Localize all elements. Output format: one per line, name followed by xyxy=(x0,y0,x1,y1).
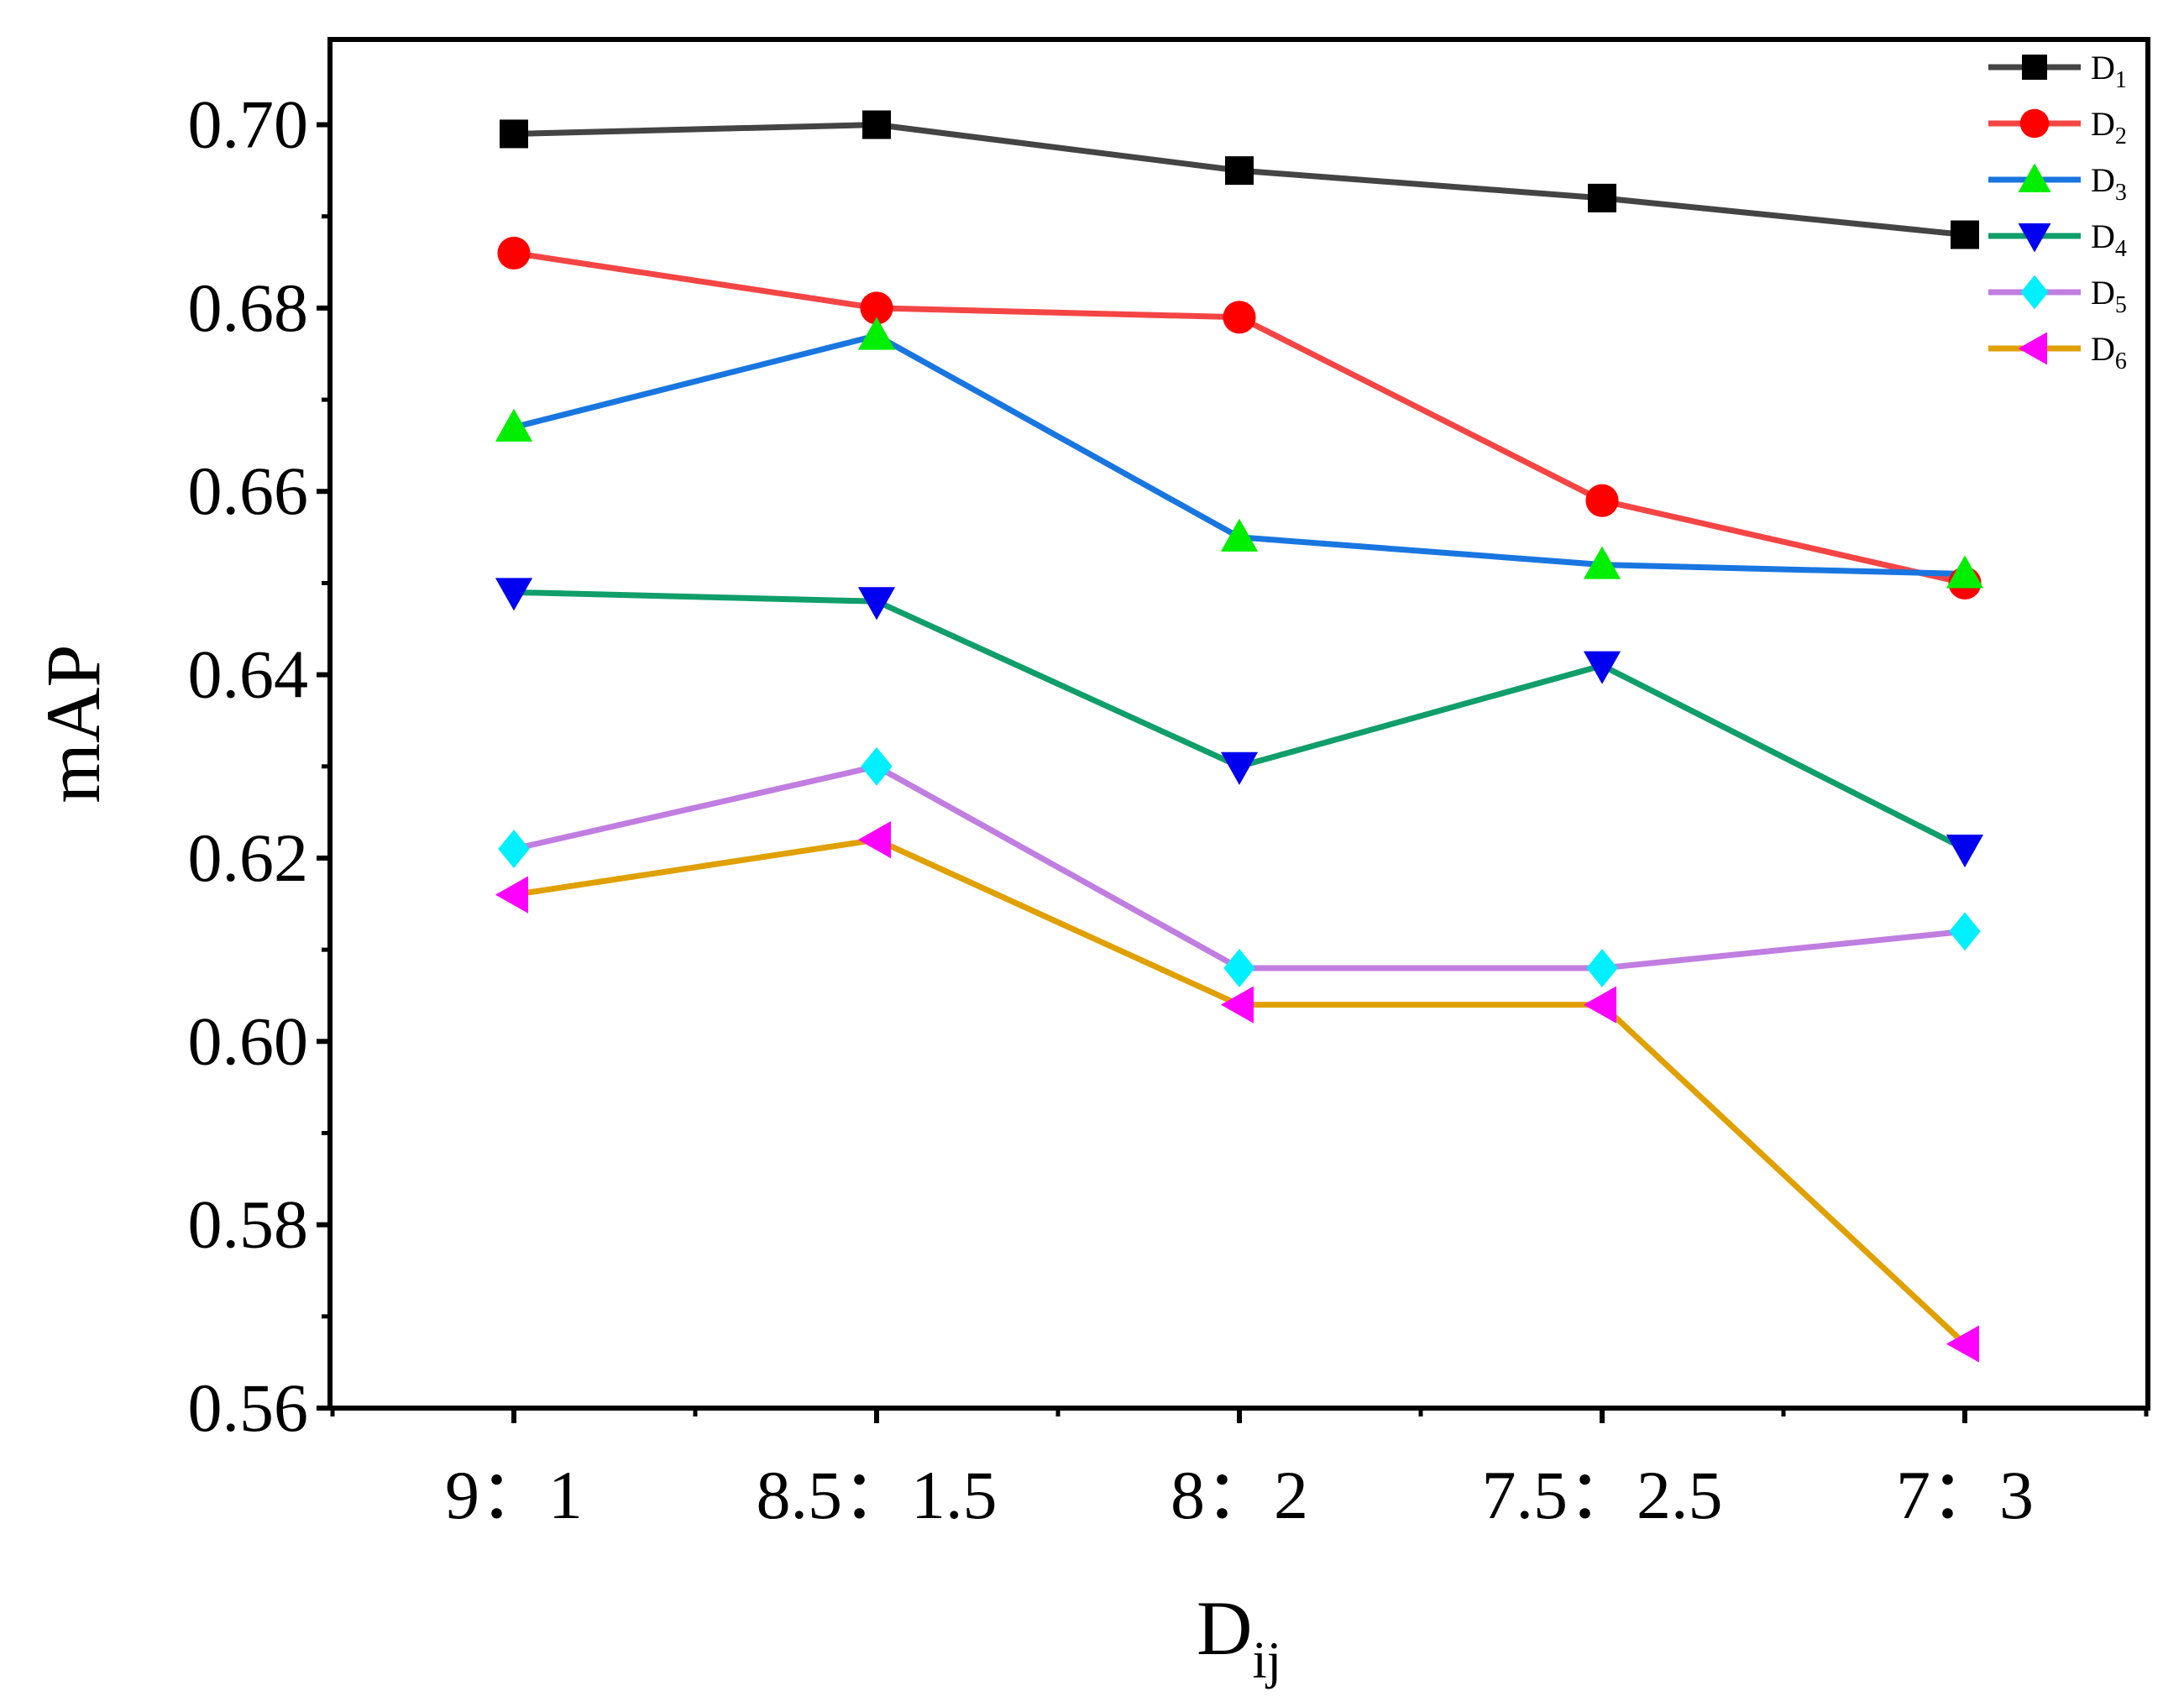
legend-label: D1 xyxy=(2091,49,2127,93)
x-tick-label: 9：1 xyxy=(445,1457,583,1533)
data-point-d6 xyxy=(1220,986,1254,1024)
y-tick-label: 0.64 xyxy=(188,636,309,713)
data-point-d3 xyxy=(1583,546,1621,579)
axis-ticks xyxy=(317,122,2149,1423)
legend-label: D6 xyxy=(2091,330,2127,374)
y-tick-label: 0.70 xyxy=(188,86,309,163)
data-point-d6 xyxy=(857,821,891,859)
legend-label: D2 xyxy=(2091,105,2127,149)
data-point-d4 xyxy=(1946,835,1984,868)
series-line-d5 xyxy=(513,763,1966,971)
legend-marker xyxy=(2022,55,2047,80)
data-point-d4 xyxy=(1583,651,1621,684)
series-line-d6 xyxy=(513,836,1967,1347)
legend-marker xyxy=(2020,275,2049,310)
legend-marker xyxy=(2019,108,2050,139)
series-markers xyxy=(495,110,1984,1363)
x-axis-title: Dij xyxy=(1197,1585,1281,1689)
legend-label: D5 xyxy=(2091,274,2127,318)
data-point-d5 xyxy=(498,830,530,868)
y-tick-label: 0.58 xyxy=(188,1186,309,1263)
y-axis-title: mAP xyxy=(30,644,116,803)
data-point-d3 xyxy=(857,317,896,350)
legend-label: D3 xyxy=(2091,161,2127,206)
y-tick-label: 0.62 xyxy=(188,819,309,896)
y-tick-label: 0.56 xyxy=(188,1369,309,1446)
data-point-d5 xyxy=(1586,949,1618,987)
x-tick-label: 8：2 xyxy=(1171,1457,1308,1533)
data-point-d5 xyxy=(1949,912,1981,951)
x-tick-label: 7：3 xyxy=(1896,1457,2034,1533)
data-point-d5 xyxy=(1223,949,1255,987)
data-point-d3 xyxy=(1220,518,1259,552)
legend: D1 D2 D3 D4 D5 D6 xyxy=(1988,49,2127,374)
series-line-d4 xyxy=(513,589,1967,852)
axis-labels: 0.56 0.58 0.60 0.62 0.64 0.66 0.68 0.70 9：1 8.5：1… xyxy=(30,86,2034,1689)
data-point-d3 xyxy=(495,408,533,442)
data-point-d6 xyxy=(1583,986,1616,1024)
x-tick-label: 8.5：1.5 xyxy=(757,1457,998,1533)
legend-label: D4 xyxy=(2091,217,2127,262)
y-tick-label: 0.60 xyxy=(188,1003,309,1079)
data-point-d1 xyxy=(1225,156,1254,186)
data-point-d4 xyxy=(857,587,896,620)
legend-marker xyxy=(2018,223,2051,253)
y-tick-label: 0.68 xyxy=(188,270,309,346)
y-tick-label: 0.66 xyxy=(188,453,309,529)
legend-marker xyxy=(2018,163,2051,192)
data-point-d6 xyxy=(1946,1325,1979,1363)
data-point-d2 xyxy=(1223,301,1256,334)
x-tick-label: 7.5：2.5 xyxy=(1482,1457,1723,1533)
data-point-d6 xyxy=(495,876,528,914)
data-point-d3 xyxy=(1946,555,1984,589)
data-point-d2 xyxy=(860,291,893,325)
data-point-d1 xyxy=(862,110,891,139)
data-point-d2 xyxy=(1585,484,1619,517)
data-point-d1 xyxy=(1588,183,1616,212)
data-point-d1 xyxy=(1951,220,1979,249)
plot-frame xyxy=(327,37,2150,1411)
data-point-d4 xyxy=(495,578,533,611)
legend-marker xyxy=(2018,332,2047,365)
data-point-d1 xyxy=(500,119,528,149)
data-point-d5 xyxy=(861,746,893,786)
data-point-d2 xyxy=(497,236,531,270)
data-point-d4 xyxy=(1220,751,1259,785)
